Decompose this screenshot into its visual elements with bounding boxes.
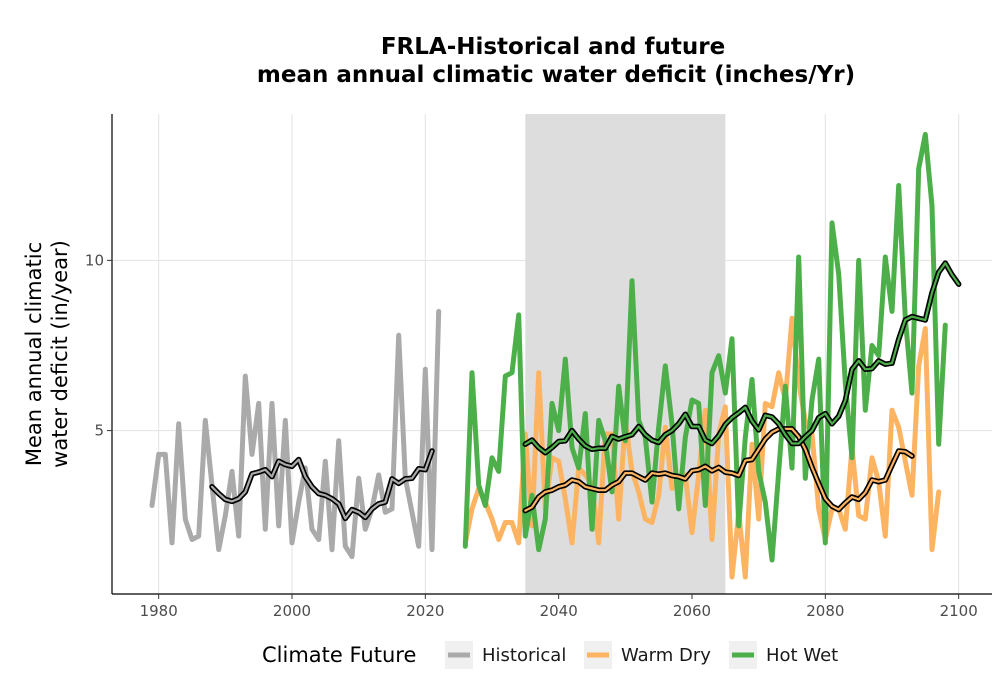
x-axis-ticks: 1980 2000 2020 2040 2060 2080 2100	[140, 594, 978, 620]
chart-title-line-1: FRLA-Historical and future	[381, 34, 725, 60]
y-axis-label-line-2: water deficit (in/year)	[48, 240, 72, 468]
x-tick-label: 2020	[406, 602, 444, 620]
x-tick-label: 2080	[806, 602, 844, 620]
legend-item-historical: Historical	[445, 641, 566, 669]
y-tick-label: 10	[85, 251, 104, 269]
series-line-hot-wet	[462, 131, 948, 563]
legend-item-warm-dry: Warm Dry	[584, 641, 711, 669]
smooth-line-warm-dry	[524, 427, 914, 512]
legend-label: Historical	[482, 645, 566, 666]
x-tick-label: 2100	[940, 602, 978, 620]
legend-label: Warm Dry	[621, 645, 711, 666]
y-axis-ticks: 5 10	[85, 251, 112, 440]
series-layer	[149, 131, 962, 580]
x-tick-label: 2060	[673, 602, 711, 620]
x-tick-label: 2040	[540, 602, 578, 620]
chart-title-line-2: mean annual climatic water deficit (inch…	[257, 62, 855, 88]
series-line-historical	[149, 308, 442, 560]
y-axis-label-line-1: Mean annual climatic	[22, 242, 46, 466]
legend-title: Climate Future	[262, 643, 416, 667]
smooth-line-hot-wet	[524, 262, 960, 454]
x-tick-label: 1980	[140, 602, 178, 620]
legend-label: Hot Wet	[766, 645, 838, 666]
y-tick-label: 5	[94, 422, 104, 440]
y-axis-label: Mean annual climatic water deficit (in/y…	[22, 240, 72, 468]
legend: Climate Future Historical Warm Dry Hot Wet	[262, 641, 838, 669]
legend-item-hot-wet: Hot Wet	[729, 641, 838, 669]
smooth-line-historical	[210, 449, 434, 520]
x-tick-label: 2000	[273, 602, 311, 620]
